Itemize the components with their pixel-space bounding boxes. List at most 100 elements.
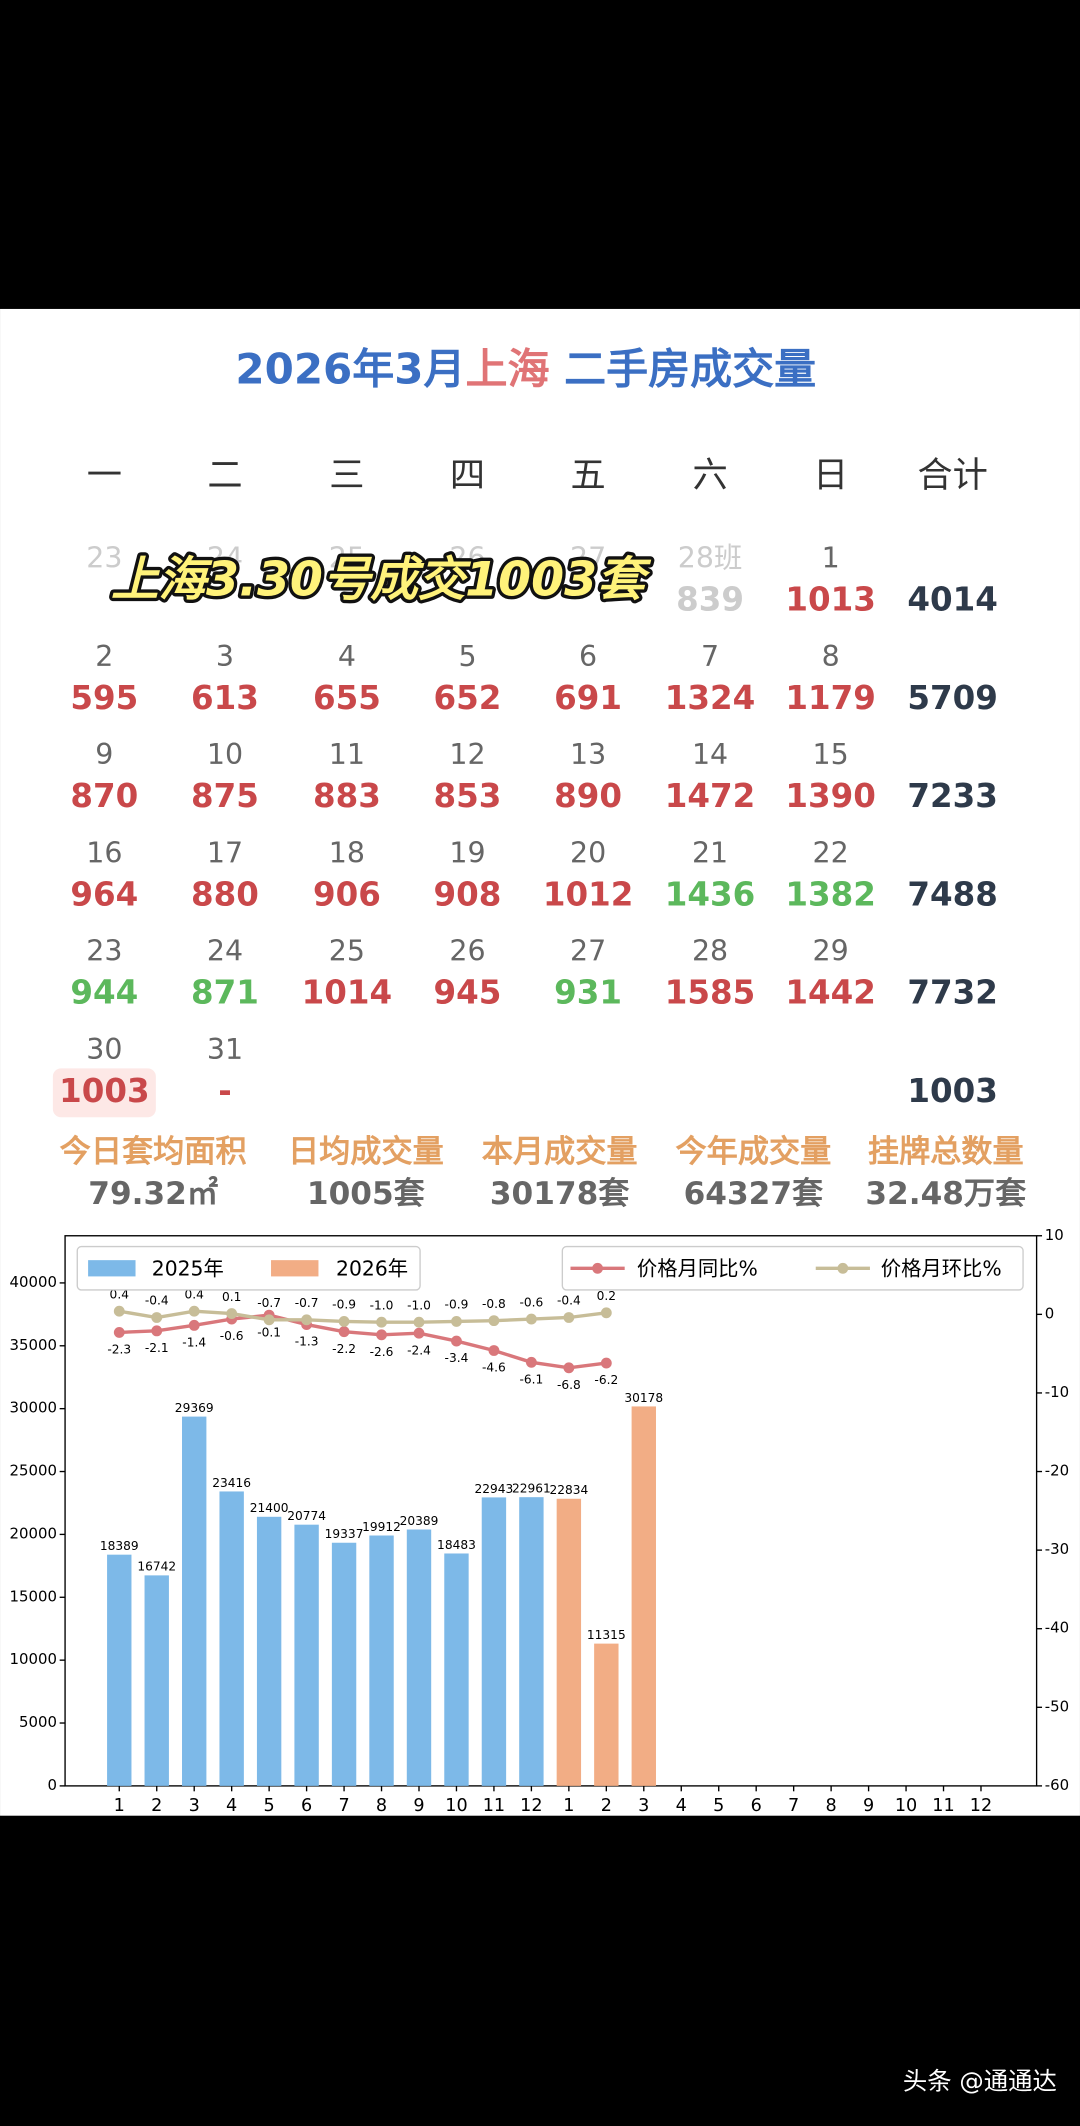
day-value: 931 [554, 974, 622, 1012]
day-number: 21 [692, 836, 728, 869]
y2-tick-label: -50 [1045, 1697, 1069, 1715]
point-label: -1.0 [407, 1298, 431, 1312]
line-point [113, 1327, 125, 1338]
point-label: -6.2 [594, 1373, 618, 1387]
bar-label: 19912 [362, 1520, 401, 1534]
x-tick-label: 1 [114, 1796, 125, 1816]
day-number: 13 [570, 738, 606, 771]
weekday-header: 六 [692, 455, 727, 496]
day-number: 28班 [678, 542, 743, 575]
day-value: 1390 [785, 777, 875, 815]
bar [107, 1554, 132, 1786]
day-value: 883 [313, 777, 381, 815]
legend-label: 价格月环比% [881, 1257, 1002, 1281]
x-tick-label: 3 [189, 1796, 200, 1816]
overlay-caption: 上海3.30号成交1003套 [111, 553, 652, 608]
legend-label: 价格月同比% [637, 1257, 758, 1281]
point-label: -0.6 [520, 1295, 544, 1309]
day-value: 945 [434, 974, 502, 1012]
stat-value: 1005套 [307, 1176, 426, 1212]
y2-tick-label: 10 [1045, 1226, 1064, 1244]
legend-marker [837, 1262, 849, 1274]
line-point [525, 1356, 537, 1368]
bar-label: 20389 [400, 1514, 439, 1528]
day-number: 1 [822, 542, 840, 575]
x-tick-label: 8 [376, 1796, 387, 1816]
point-label: -0.9 [445, 1298, 469, 1312]
line-point [600, 1357, 612, 1369]
weekday-header: 一 [87, 455, 122, 496]
legend-box [561, 1245, 1024, 1291]
x-tick-label: 4 [676, 1796, 687, 1816]
weekday-header: 二 [207, 455, 242, 496]
point-label: -1.0 [370, 1298, 394, 1312]
day-number: 30 [86, 1033, 122, 1066]
line-point [226, 1308, 238, 1319]
point-label: -6.1 [520, 1372, 544, 1386]
stat-label: 本月成交量 [482, 1134, 638, 1170]
point-label: -0.4 [145, 1294, 169, 1308]
day-number: 23 [86, 542, 122, 575]
week-total: 5709 [907, 679, 997, 717]
point-label: 0.4 [110, 1287, 130, 1301]
y-tick-label: 40000 [10, 1273, 57, 1291]
bar-label: 11315 [587, 1628, 626, 1642]
bar-label: 18389 [100, 1539, 139, 1553]
day-value: 1382 [785, 875, 875, 913]
day-value: 613 [191, 679, 259, 717]
bar [631, 1406, 656, 1786]
day-number: 12 [449, 738, 485, 771]
day-number: 5 [458, 640, 476, 673]
line-point [451, 1316, 462, 1327]
point-label: -0.1 [257, 1325, 281, 1339]
day-number: 28 [692, 935, 728, 968]
day-number: 27 [570, 542, 606, 575]
line-point [600, 1307, 612, 1319]
stat-label: 今日套均面积 [60, 1134, 247, 1170]
y-tick-label: 0 [47, 1776, 56, 1794]
day-number: 31 [207, 1033, 243, 1066]
day-value: 875 [191, 777, 259, 815]
day-value: 655 [313, 679, 381, 717]
x-tick-label: 6 [751, 1796, 762, 1816]
day-number: 24 [207, 935, 243, 968]
weekday-header: 日 [813, 455, 848, 496]
day-value: 1436 [665, 875, 756, 913]
y2-tick-label: -30 [1045, 1540, 1069, 1558]
day-number: 8 [822, 640, 840, 673]
point-label: -3.4 [445, 1351, 469, 1365]
point-label: -0.7 [257, 1296, 281, 1310]
point-label: -2.1 [145, 1341, 169, 1355]
x-tick-label: 12 [520, 1796, 542, 1816]
weekday-header: 三 [329, 455, 364, 496]
x-tick-label: 4 [226, 1796, 237, 1816]
stat-value: 64327套 [684, 1176, 824, 1212]
day-value: 890 [554, 777, 622, 815]
day-value: 691 [554, 679, 622, 717]
line-point [151, 1312, 163, 1323]
bar-label: 16742 [137, 1560, 176, 1574]
line-point [188, 1319, 200, 1331]
point-label: -2.3 [107, 1343, 131, 1357]
bar [219, 1491, 244, 1786]
day-number: 4 [338, 640, 356, 673]
x-tick-label: 5 [264, 1796, 275, 1816]
title-part: 2026年3月 [235, 344, 465, 393]
x-tick-label: 2 [601, 1796, 612, 1816]
weekday-header: 四 [450, 455, 485, 496]
point-label: 0.1 [222, 1290, 241, 1304]
stat-label: 日均成交量 [288, 1134, 444, 1170]
line-point [413, 1327, 425, 1339]
day-value: 871 [191, 974, 259, 1012]
y-tick-label: 5000 [19, 1713, 57, 1731]
line-point [563, 1362, 575, 1374]
x-tick-label: 8 [826, 1796, 837, 1816]
line-point [488, 1315, 500, 1327]
week-total: 1003 [907, 1072, 997, 1110]
day-number: 15 [813, 738, 849, 771]
weekday-header: 合计 [917, 455, 987, 496]
line-point [188, 1305, 200, 1317]
day-value: 1585 [665, 974, 756, 1012]
